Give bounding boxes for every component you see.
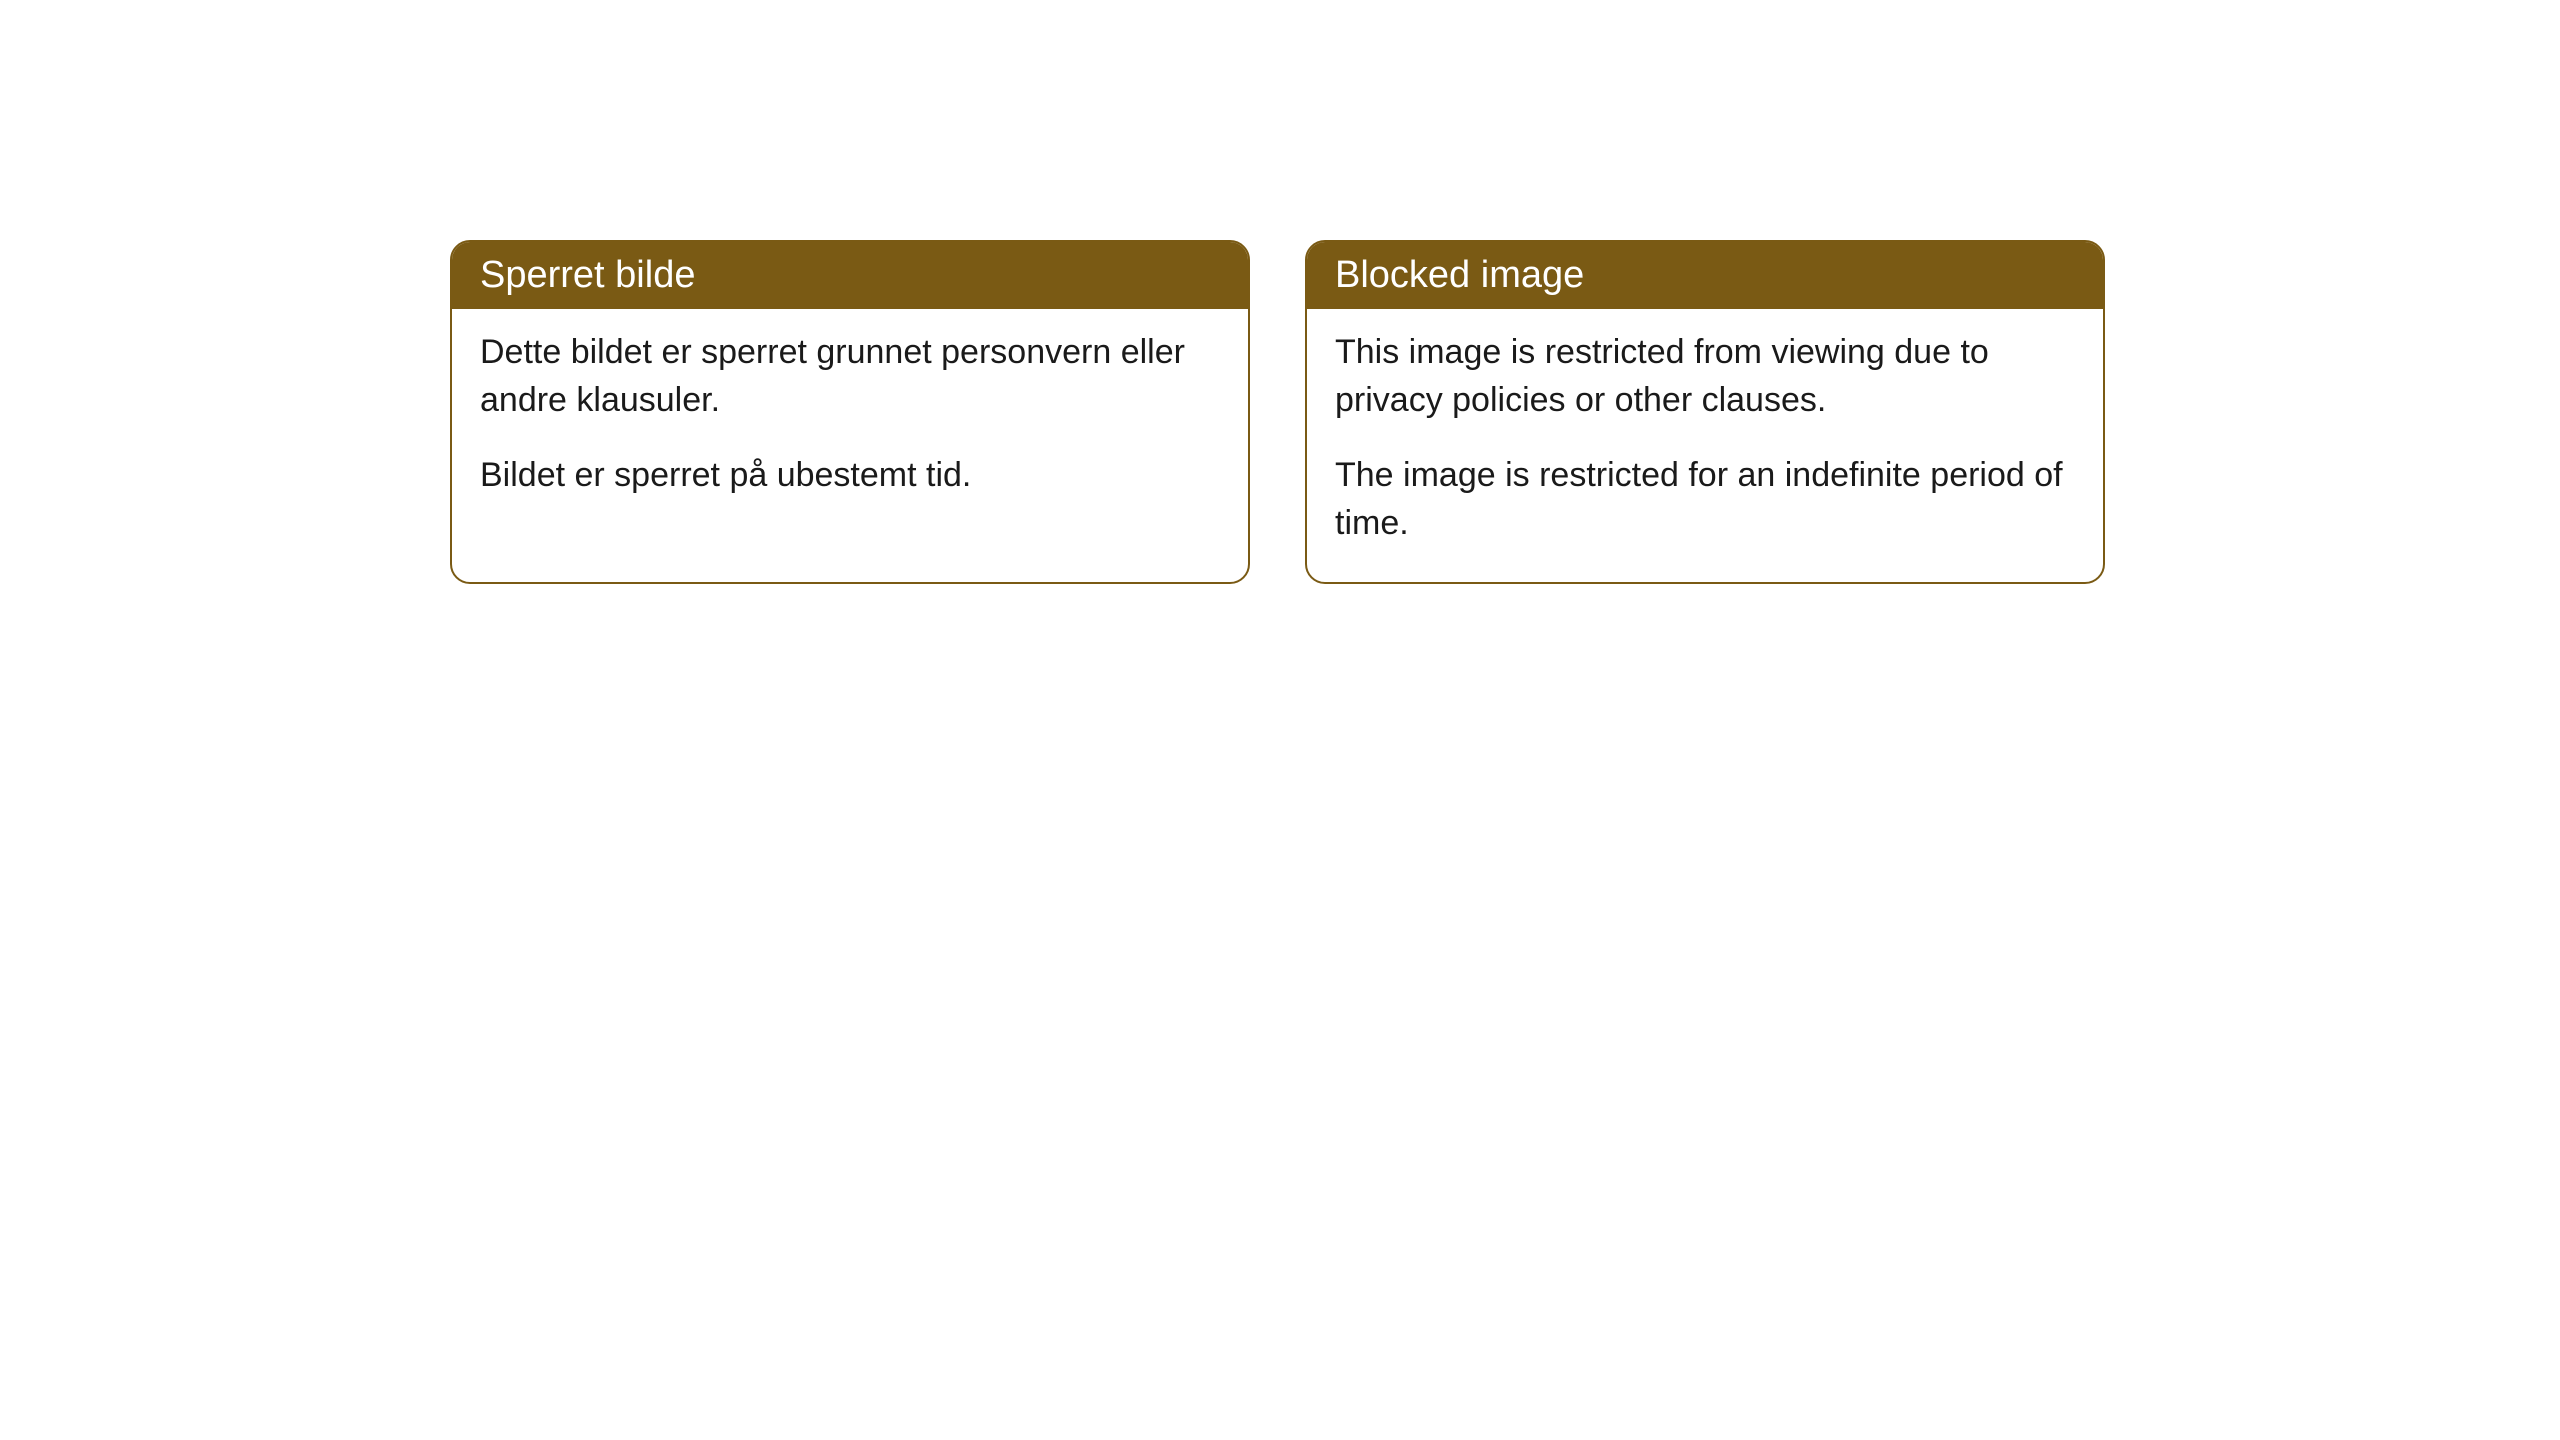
- blocked-image-card-no: Sperret bilde Dette bildet er sperret gr…: [450, 240, 1250, 584]
- blocked-image-card-en: Blocked image This image is restricted f…: [1305, 240, 2105, 584]
- cards-container: Sperret bilde Dette bildet er sperret gr…: [0, 0, 2560, 584]
- card-header-en: Blocked image: [1307, 242, 2103, 309]
- card-paragraph-2-no: Bildet er sperret på ubestemt tid.: [480, 452, 1220, 500]
- card-paragraph-1-en: This image is restricted from viewing du…: [1335, 329, 2075, 424]
- card-paragraph-2-en: The image is restricted for an indefinit…: [1335, 452, 2075, 547]
- card-header-no: Sperret bilde: [452, 242, 1248, 309]
- card-body-en: This image is restricted from viewing du…: [1307, 309, 2103, 582]
- card-body-no: Dette bildet er sperret grunnet personve…: [452, 309, 1248, 535]
- card-paragraph-1-no: Dette bildet er sperret grunnet personve…: [480, 329, 1220, 424]
